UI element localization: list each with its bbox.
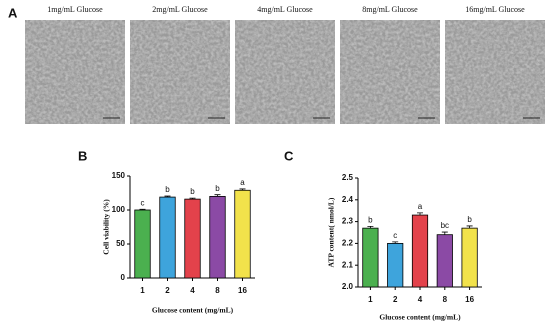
bar <box>209 195 226 279</box>
error-bar <box>164 195 171 198</box>
bar <box>461 227 478 288</box>
significance-letter: bc <box>441 221 449 230</box>
micrograph <box>235 20 335 124</box>
x-axis-title: Glucose content (mg/mL) <box>152 306 234 315</box>
micrograph <box>130 20 230 124</box>
image-caption: 4mg/mL Glucose <box>257 5 313 14</box>
significance-letter: a <box>418 202 423 211</box>
x-tick-label: 2 <box>165 286 170 295</box>
y-tick-label: 2.0 <box>342 282 354 291</box>
panel-label: B <box>78 148 87 163</box>
image-caption: 1mg/mL Glucose <box>47 5 103 14</box>
significance-letter: b <box>368 216 373 225</box>
micrograph <box>445 20 545 124</box>
panel-label: A <box>8 5 18 20</box>
significance-letter: b <box>467 215 472 224</box>
bar <box>234 189 251 279</box>
image-caption: 8mg/mL Glucose <box>362 5 418 14</box>
x-tick-label: 8 <box>215 286 220 295</box>
image-caption: 16mg/mL Glucose <box>465 5 525 14</box>
error-bar <box>239 188 246 191</box>
y-tick-label: 2.3 <box>342 217 354 226</box>
x-tick-label: 2 <box>393 295 398 304</box>
error-bar <box>466 225 473 229</box>
error-bar <box>189 197 196 200</box>
x-tick-label: 16 <box>465 295 474 304</box>
error-bar <box>441 231 448 235</box>
y-axis-title: Cell viability (%) <box>102 199 111 255</box>
error-bar <box>139 208 146 210</box>
x-tick-label: 4 <box>418 295 423 304</box>
micrograph <box>25 20 125 124</box>
micrograph <box>340 20 440 124</box>
panel-label: C <box>284 148 294 163</box>
significance-letter: b <box>165 185 170 194</box>
bar <box>436 234 453 288</box>
y-tick-label: 0 <box>121 273 126 282</box>
bar <box>362 227 379 288</box>
x-tick-label: 4 <box>190 286 195 295</box>
x-tick-label: 8 <box>443 295 448 304</box>
error-bar <box>367 225 374 229</box>
significance-letter: b <box>215 184 220 193</box>
bar <box>387 242 404 288</box>
image-caption: 2mg/mL Glucose <box>152 5 208 14</box>
x-tick-label: 1 <box>140 286 145 295</box>
y-tick-label: 2.1 <box>342 260 354 269</box>
significance-letter: c <box>141 198 145 207</box>
bar <box>411 214 429 288</box>
x-tick-label: 1 <box>368 295 373 304</box>
y-tick-label: 2.2 <box>342 239 354 248</box>
bar <box>134 209 151 279</box>
x-tick-label: 16 <box>238 286 247 295</box>
x-axis-title: Glucose content (mg/mL) <box>379 313 461 322</box>
y-tick-label: 2.5 <box>342 173 354 182</box>
significance-letter: b <box>190 187 195 196</box>
y-axis-title: ATP content( nmol/L) <box>327 197 336 267</box>
y-tick-label: 100 <box>112 205 126 214</box>
bar <box>159 196 176 279</box>
significance-letter: a <box>240 178 245 187</box>
error-bar <box>417 212 423 216</box>
y-tick-label: 50 <box>116 239 125 248</box>
y-tick-label: 150 <box>112 171 126 180</box>
significance-letter: c <box>393 231 397 240</box>
bar <box>184 198 201 279</box>
error-bar <box>392 241 399 244</box>
error-bar <box>214 194 221 197</box>
y-tick-label: 2.4 <box>342 195 354 204</box>
